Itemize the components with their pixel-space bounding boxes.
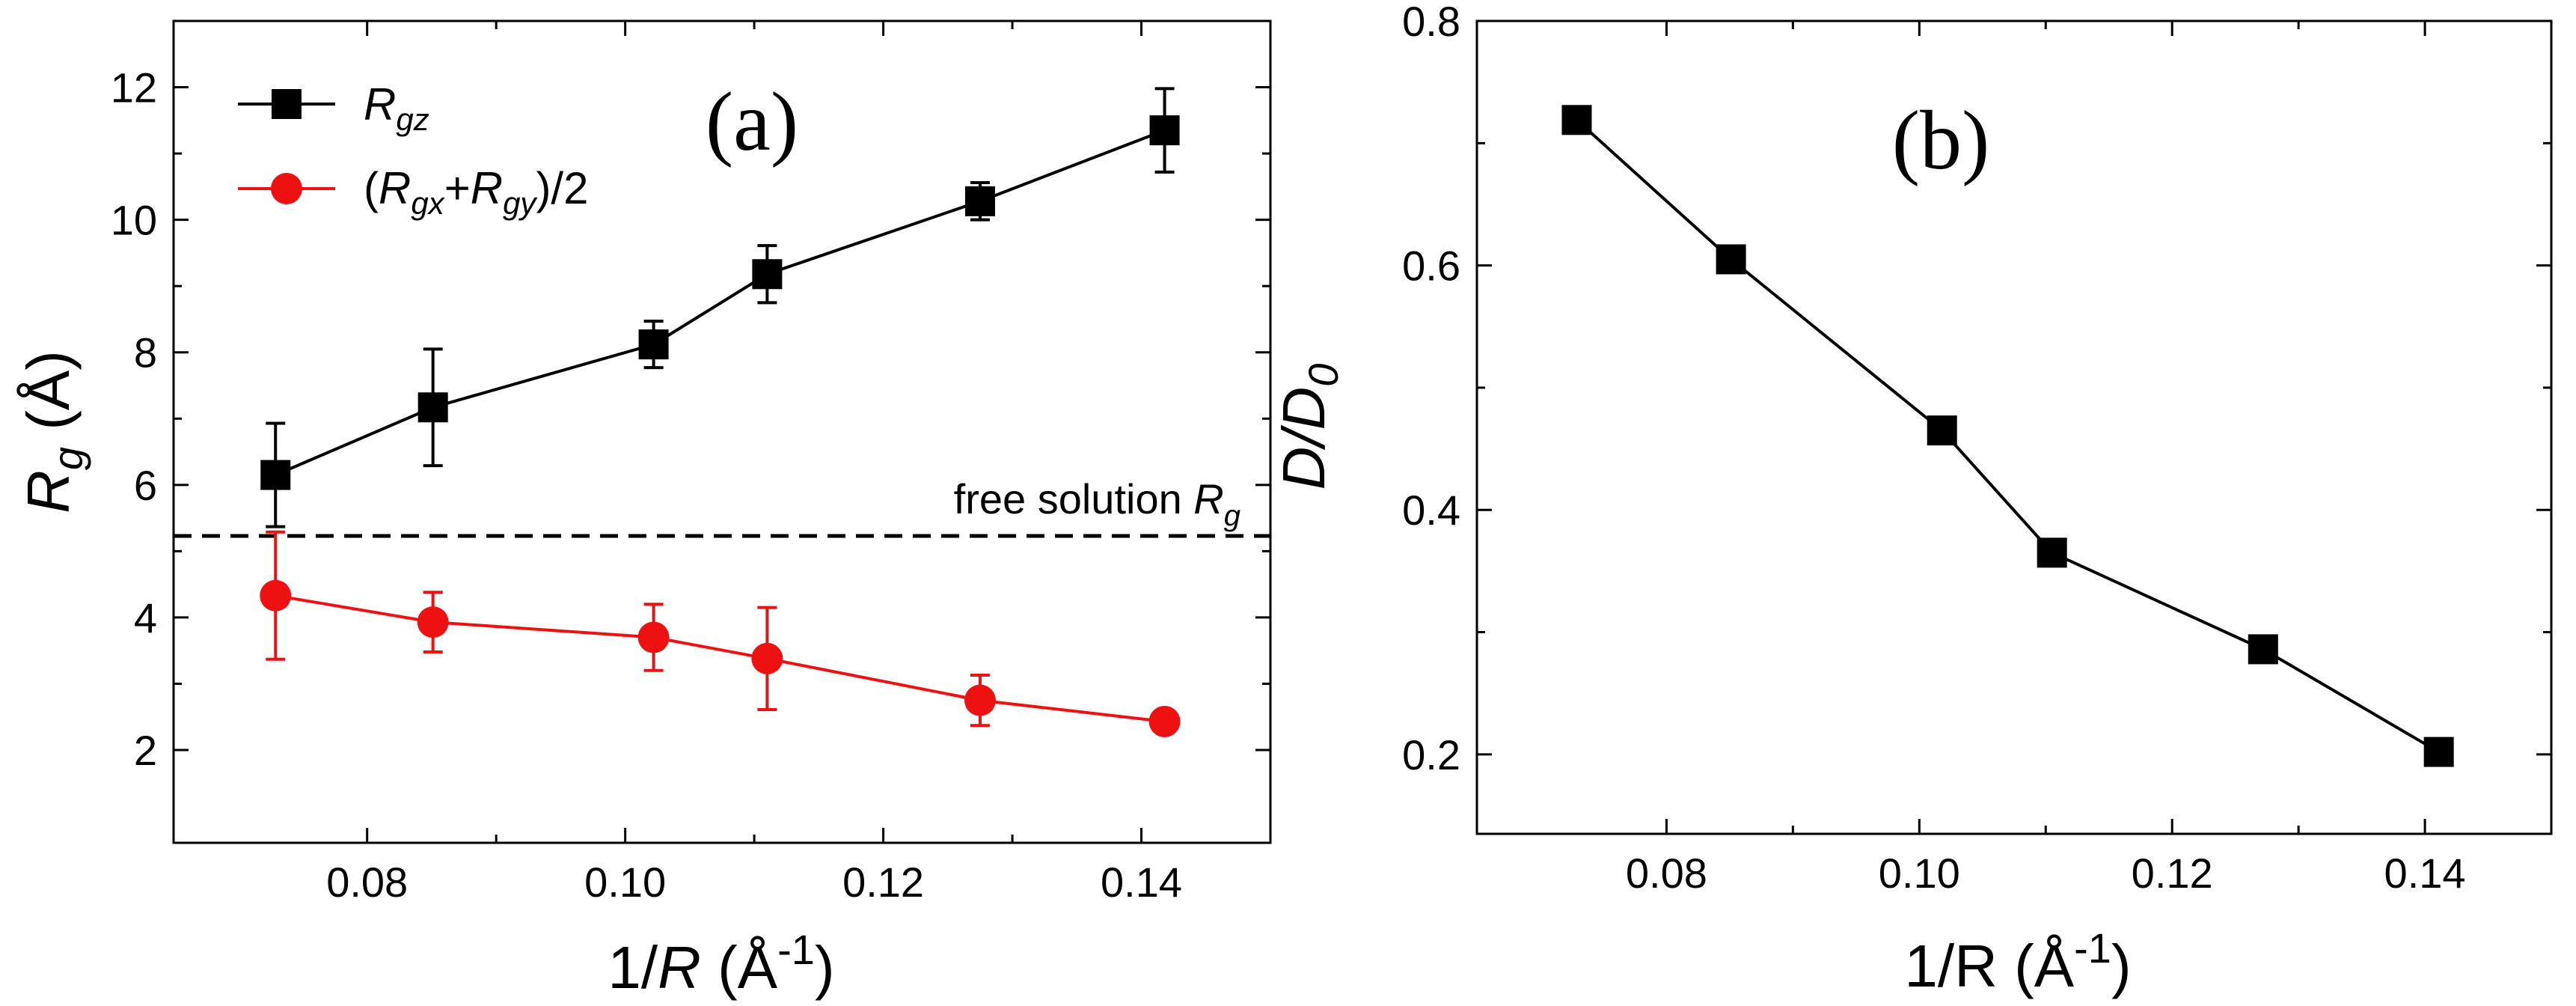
panel-a-rg-chart: 0.08 0.10 0.12 0.14 2 4 6 8 10 12 free solution R…: [15, 19, 1272, 1001]
series-line: [275, 129, 1166, 477]
panel-b-xlabel-sup: -1: [2074, 924, 2111, 972]
y-tick-label: 2: [134, 727, 157, 774]
series-line: [1576, 118, 2440, 754]
free-solution-label-main: R: [1193, 475, 1223, 522]
panel-a-x-axis-title: 1/R (Å-1): [608, 926, 834, 1001]
data-point-square: [1149, 115, 1180, 146]
data-point-square: [964, 186, 995, 216]
legend-rgxy-marker: [271, 173, 302, 204]
data-point-circle: [751, 642, 783, 674]
panel-b-xlabel-close: ): [2111, 933, 2132, 999]
free-solution-rg-label: free solution Rg: [954, 475, 1240, 532]
panel-b-x-axis-title: 1/R (Å-1): [1904, 924, 2131, 999]
panel-a-xlabel-prefix: 1/: [608, 934, 658, 1001]
y-tick-label: 0.6: [1402, 243, 1460, 290]
data-point-square: [2037, 537, 2067, 568]
legend-rgxy-open: (: [364, 163, 379, 213]
legend-rgxy-text: (Rgx+Rgy)/2: [364, 163, 588, 221]
legend-rgz-marker: [272, 89, 302, 119]
panel-b-xlabel-prefix: 1/R (Å: [1904, 933, 2074, 999]
data-point-square: [260, 460, 291, 490]
data-point-square: [1561, 105, 1592, 135]
panel-a-ylabel-main: R: [15, 470, 82, 513]
panel-b-series: [1561, 105, 2454, 767]
legend-rgz-main: R: [364, 79, 396, 129]
x-tick-label: 0.08: [326, 859, 408, 906]
panel-a-y-axis-title: Rg (Å): [15, 350, 91, 513]
data-point-circle: [417, 606, 449, 638]
data-point-square: [2248, 634, 2278, 665]
panel-b-plot-frame: [1475, 19, 2553, 835]
y-tick-label: 10: [111, 197, 157, 244]
x-tick-label: 0.14: [1101, 859, 1182, 906]
legend-rgz-text: Rgz: [364, 79, 429, 137]
panel-a-tick-labels: 0.08 0.10 0.12 0.14 2 4 6 8 10 12: [111, 64, 1182, 906]
legend-rgxy-s2: gy: [503, 186, 538, 221]
data-point-circle: [637, 621, 670, 653]
data-point-square: [752, 259, 783, 290]
panel-b-tick-labels: 0.08 0.10 0.12 0.14 0.2 0.4 0.6 0.8: [1402, 0, 2465, 897]
free-solution-label-sub: g: [1224, 499, 1240, 532]
y-tick-label: 0.8: [1402, 0, 1460, 45]
data-point-circle: [260, 579, 292, 612]
legend-rgz-sub: gz: [396, 102, 429, 137]
panel-a-series: [260, 87, 1181, 737]
legend-rgxy-plus: +: [444, 163, 471, 213]
panel-b-ylabel-main: D/D: [1270, 387, 1337, 490]
panel-a-xlabel-italic: R: [658, 934, 701, 1001]
y-tick-label: 8: [134, 329, 157, 377]
data-point-square: [2423, 737, 2454, 767]
panel-a-plot-frame: [172, 19, 1272, 844]
y-tick-label: 12: [111, 64, 157, 112]
y-tick-label: 4: [134, 594, 157, 641]
legend-rgxy-m1: R: [379, 163, 411, 213]
y-tick-label: 0.2: [1402, 731, 1460, 778]
panel-b-label: (b): [1892, 94, 1990, 187]
legend-rgxy-s1: gx: [411, 186, 445, 221]
x-tick-label: 0.08: [1626, 850, 1707, 897]
y-tick-label: 0.4: [1402, 487, 1460, 534]
legend-rgxy-close: )/2: [536, 163, 588, 213]
panel-a-legend: Rgz (Rgx+Rgy)/2: [238, 79, 588, 221]
panel-b-ticks: [1477, 19, 2551, 834]
legend-rgxy-m2: R: [471, 163, 503, 213]
data-point-square: [1716, 244, 1746, 275]
panel-b-ylabel-sub: 0: [1300, 364, 1347, 387]
series-r-gz: [260, 87, 1180, 528]
x-tick-label: 0.10: [584, 859, 666, 906]
data-point-circle: [964, 684, 996, 716]
data-point-square: [638, 329, 669, 360]
x-tick-label: 0.12: [2132, 850, 2213, 897]
panel-a-ylabel-unit: (Å): [15, 350, 82, 447]
data-point-square: [417, 392, 448, 423]
x-tick-label: 0.10: [1879, 850, 1960, 897]
panel-a-xlabel-unit: (Å: [701, 934, 778, 1001]
panel-a-label: (a): [706, 76, 798, 168]
x-tick-label: 0.14: [2384, 850, 2466, 897]
panel-a-xlabel-close: ): [815, 934, 835, 1001]
series-line: [275, 594, 1165, 723]
y-tick-label: 6: [134, 462, 157, 509]
panel-b-diffusion-chart: 0.08 0.10 0.12 0.14 0.2 0.4 0.6 0.8 (b) 1/R (Å-…: [1270, 0, 2553, 999]
series-d-d0: [1561, 105, 2454, 767]
panel-b-y-axis-title: D/D0: [1270, 364, 1347, 490]
series--r-gx-r-gy-2: [260, 530, 1181, 737]
panel-a-ticks: [174, 21, 1270, 843]
data-point-square: [1927, 415, 1957, 446]
free-solution-label-prefix: free solution: [954, 475, 1194, 522]
data-point-circle: [1148, 705, 1181, 737]
x-tick-label: 0.12: [842, 859, 924, 906]
panel-a-ylabel-sub: g: [44, 447, 91, 470]
panel-a-xlabel-sup: -1: [777, 926, 815, 973]
